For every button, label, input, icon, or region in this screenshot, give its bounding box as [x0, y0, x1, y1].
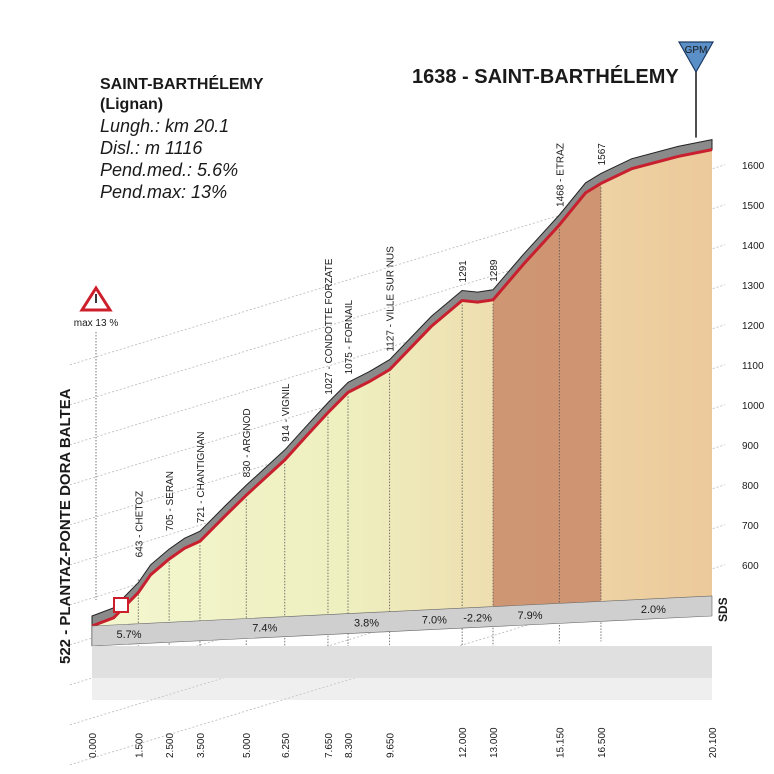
km-tick-label: 7.650: [324, 733, 335, 758]
altitude-tick-label: 1200: [742, 321, 765, 332]
location-label: 1291: [458, 260, 469, 283]
km-tick-label: 6.250: [281, 733, 292, 758]
km-tick-label: 5.000: [242, 733, 253, 758]
sds-label: SDS: [716, 597, 730, 622]
gradient-label: -2.2%: [463, 612, 492, 624]
gradient-strip: [91, 595, 713, 647]
km-tick-label: 9.650: [386, 733, 397, 758]
location-label: 1289: [489, 259, 500, 282]
altitude-tick-label: 1500: [742, 201, 765, 212]
altitude-tick-label: 800: [742, 481, 759, 492]
gradient-label: 7.0%: [422, 614, 447, 626]
location-label: 1567: [597, 143, 608, 166]
location-label: 1027 - CONDOTTE FORZATE: [324, 258, 335, 394]
location-label: 914 - VIGNIL: [281, 383, 292, 442]
location-label: 830 - ARGNOD: [242, 408, 253, 477]
base-front: [92, 646, 712, 678]
location-markers: [137, 187, 602, 664]
climb-info: SAINT-BARTHÉLEMY (Lignan) Lungh.: km 20.…: [100, 75, 264, 203]
climb-length: Lungh.: km 20.1: [100, 116, 230, 136]
km-tick-label: 15.150: [555, 727, 566, 758]
altitude-tick-label: 600: [742, 561, 759, 572]
base-shadow: [92, 646, 712, 700]
climb-avg-gradient: Pend.med.: 5.6%: [100, 160, 239, 180]
location-label: 705 - SERAN: [165, 471, 176, 531]
altitude-tick-label: 700: [742, 521, 759, 532]
altitude-tick-label: 1000: [742, 401, 765, 412]
summit-title: 1638 - SAINT-BARTHÉLEMY: [412, 66, 679, 88]
road-profile-line: [91, 148, 713, 628]
km-tick-label: 16.500: [597, 727, 608, 758]
km-tick-label: 1.500: [134, 733, 145, 758]
climb-subname: (Lignan): [100, 96, 164, 113]
location-label: 1468 - ETRAZ: [555, 143, 566, 207]
km-tick-label: 8.300: [344, 733, 355, 758]
location-label: 721 - CHANTIGNAN: [196, 431, 207, 523]
location-label: 1075 - FORNAIL: [344, 300, 355, 375]
location-label: 643 - CHETOZ: [134, 491, 145, 558]
altitude-tick-label: 1300: [742, 281, 765, 292]
profile-fill: [92, 149, 712, 626]
climb-elevation-gain: Disl.: m 1116: [100, 138, 203, 158]
climb-max-gradient: Pend.max: 13%: [100, 182, 228, 202]
km-tick-label: 0.000: [88, 733, 99, 758]
gradient-label: 2.0%: [641, 604, 666, 616]
altitude-tick-label: 1100: [742, 361, 764, 372]
km-tick-label: 2.500: [165, 733, 176, 758]
gradient-label: 7.4%: [252, 623, 277, 635]
gpm-icon: [677, 41, 715, 74]
start-label: 522 - PLANTAZ-PONTE DORA BALTEA: [57, 388, 74, 664]
gradient-label: 3.8%: [354, 618, 379, 630]
km-tick-label: 3.500: [196, 733, 207, 758]
altitude-tick-label: 900: [742, 441, 759, 452]
steep-section: [492, 183, 601, 607]
altitude-tick-label: 1600: [742, 161, 765, 172]
gradient-label: 7.9%: [517, 610, 542, 622]
profile-area: [92, 149, 712, 626]
altitude-tick-label: 1400: [742, 241, 765, 252]
max-gradient-marker-icon: [113, 597, 129, 613]
gpm-badge-label: GPM: [685, 45, 708, 56]
max-gradient-warning: max 13 %: [74, 318, 119, 329]
km-tick-label: 12.000: [458, 727, 469, 758]
climb-name: SAINT-BARTHÉLEMY: [100, 76, 264, 93]
location-label: 1127 - VILLE SUR NUS: [386, 246, 397, 352]
base-strip: [91, 595, 713, 700]
gradient-label: 5.7%: [116, 629, 141, 641]
km-tick-label: 20.100: [708, 727, 719, 758]
km-tick-label: 13.000: [489, 727, 500, 758]
labels-layer: 600 700 800 900 1000 1100 1200 1300 1400 1500 1600…: [57, 41, 765, 758]
